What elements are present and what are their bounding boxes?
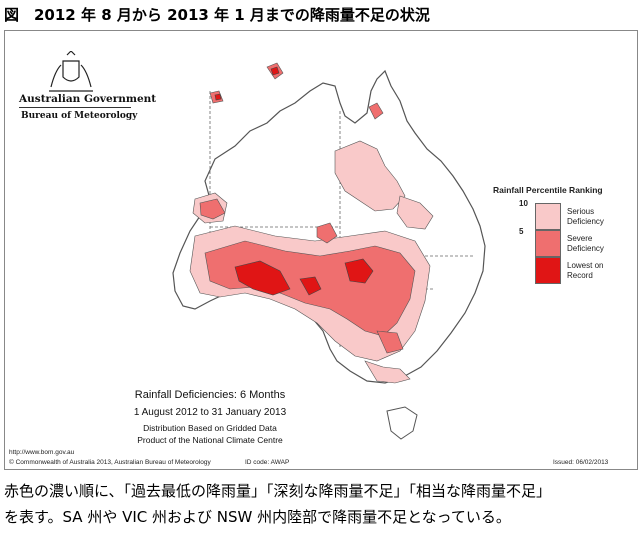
coat-of-arms-icon xyxy=(49,51,93,92)
caption-period: 1 August 2012 to 31 January 2013 xyxy=(133,407,287,418)
footer-url: http://www.bom.gov.au xyxy=(9,449,75,456)
government-name: Australian Government xyxy=(19,93,157,105)
description-line-1: 赤色の濃い順に、「過去最低の降雨量」「深刻な降雨量不足」「相当な降雨量不足」 xyxy=(4,482,552,500)
footer-issued: Issued: 06/02/2013 xyxy=(553,459,609,466)
footer-id-code: ID code: AWAP xyxy=(245,459,290,466)
description-line-2: を表す。SA 州や VIC 州および NSW 州内陸部で降雨量不足となっている。 xyxy=(4,508,511,526)
legend-swatch-lowest xyxy=(535,257,561,284)
legend-title: Rainfall Percentile Ranking xyxy=(493,185,603,195)
caption-distribution: Distribution Based on Gridded Data xyxy=(143,423,277,433)
legend-label-lowest: Lowest on Record xyxy=(567,261,604,280)
legend-tick-10: 10 xyxy=(519,199,528,208)
legend-swatch-serious xyxy=(535,203,561,230)
bureau-name: Bureau of Meteorology xyxy=(21,111,138,121)
figure-title: 図 2012 年 8 月から 2013 年 1 月までの降雨量不足の状況 xyxy=(4,6,430,24)
australia-map xyxy=(172,62,486,440)
legend-tick-5: 5 xyxy=(519,227,524,236)
lowest-on-record-regions xyxy=(214,66,374,296)
caption-product: Product of the National Climate Centre xyxy=(137,435,283,445)
legend-label-severe: Severe Deficiency xyxy=(567,234,604,253)
caption-title: Rainfall Deficiencies: 6 Months xyxy=(134,389,286,401)
legend-label-serious: Serious Deficiency xyxy=(567,207,604,226)
footer-copyright: © Commonwealth of Australia 2013, Austra… xyxy=(9,459,211,466)
map-frame: Australian Government Bureau of Meteorol… xyxy=(4,30,638,470)
header-divider xyxy=(19,107,131,108)
tasmania-outline xyxy=(386,406,418,440)
legend-swatch-severe xyxy=(535,230,561,257)
